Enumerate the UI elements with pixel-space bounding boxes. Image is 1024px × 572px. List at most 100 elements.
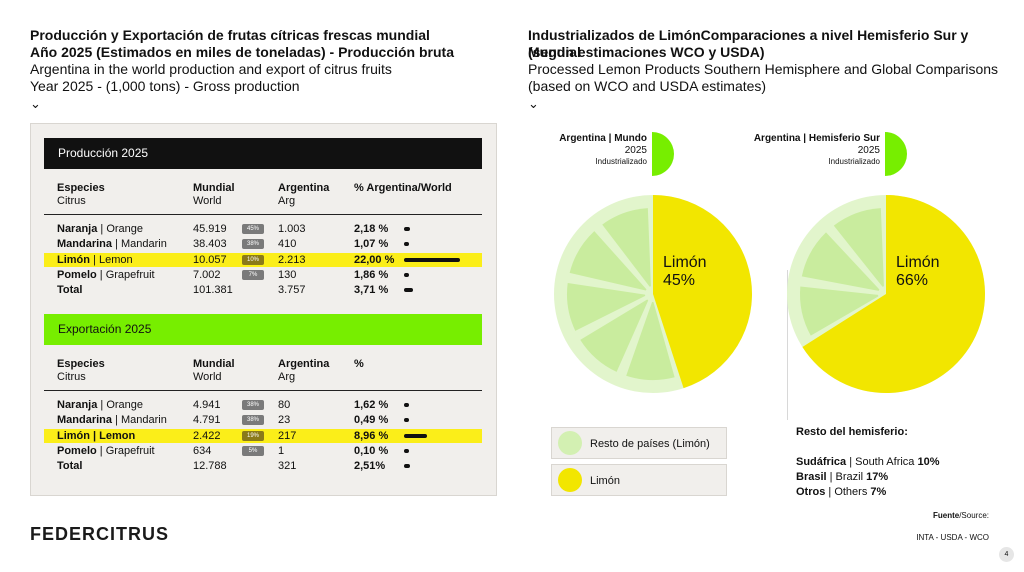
row-world-value: 38.403 — [193, 238, 227, 251]
row-arg-value: 2.213 — [278, 253, 306, 266]
production-divider — [44, 214, 482, 215]
pie1-slice-value: 45% — [663, 272, 696, 289]
share-badge: 38% — [242, 400, 264, 410]
row-arg-value: 3.757 — [278, 284, 306, 297]
production-total-row: Total 101.381 3.757 3,71 % — [44, 283, 482, 297]
table-row: Naranja | Orange 4.941 38% 80 1,62 % — [44, 398, 482, 412]
row-species: Limón | Lemon — [57, 253, 133, 266]
legend-item-rest: Resto de países (Limón) — [551, 427, 727, 459]
pie1-subtitle: Industrializado — [595, 157, 647, 166]
pie2-title: Argentina | Hemisferio Sur — [753, 133, 880, 144]
legend-rest-label: Resto de países (Limón) — [590, 438, 710, 450]
row-world-value: 10.057 — [193, 253, 227, 266]
row-pct-value: 3,71 % — [354, 284, 389, 297]
right-title-en-2: (based on WCO and USDA estimates) — [528, 78, 767, 94]
export-header-world: Mundial World — [193, 358, 235, 383]
pct-bar — [404, 288, 414, 293]
hemisphere-item: Sudáfrica | South Africa 10% — [796, 456, 940, 468]
row-arg-value: 130 — [278, 268, 297, 281]
pie-slice-rest-segment — [801, 232, 880, 291]
chevron-down-icon: ⌄ — [30, 96, 41, 111]
table-row: Mandarina | Mandarin 4.791 38% 23 0,49 % — [44, 413, 482, 427]
left-title-es-2: Año 2025 (Estimados en miles de tonelada… — [30, 44, 454, 60]
row-world-value: 634 — [193, 444, 212, 457]
row-pct-value: 1,62 % — [354, 399, 389, 411]
production-title-bar: Producción 2025 — [44, 138, 482, 169]
row-species: Naranja | Orange — [57, 399, 144, 411]
source-value: INTA - USDA - WCO — [916, 533, 989, 542]
row-world-value: 2.422 — [193, 429, 221, 442]
row-world-value: 45.919 — [193, 223, 227, 235]
production-header-pct: % Argentina/World — [354, 182, 452, 194]
production-header-world: Mundial World — [193, 182, 235, 207]
pie1-value-label: Limón 45% — [663, 254, 707, 290]
share-badge: 19% — [242, 430, 264, 441]
production-header-arg: Argentina Arg — [278, 182, 330, 207]
production-header-species: Especies Citrus — [57, 182, 105, 207]
row-arg-value: 80 — [278, 399, 291, 411]
pie2-label-block: Argentina | Hemisferio Sur 2025 Industri… — [733, 133, 880, 167]
left-title-en-2: Year 2025 - (1,000 tons) - Gross product… — [30, 78, 300, 94]
hemisphere-title: Resto del hemisferio: — [796, 426, 908, 438]
row-pct-value: 1,86 % — [354, 268, 389, 281]
row-arg-value: 23 — [278, 414, 291, 427]
row-pct-value: 22,00 % — [354, 253, 395, 266]
share-badge: 10% — [242, 254, 264, 265]
share-badge: 38% — [242, 415, 264, 426]
row-arg-value: 321 — [278, 460, 297, 473]
pct-bar — [404, 464, 411, 469]
pie-slice-lemon — [653, 195, 752, 389]
row-arg-value: 1 — [278, 444, 285, 457]
legend-lemon-swatch — [558, 468, 582, 492]
hemisphere-item: Otros | Others 7% — [796, 486, 887, 498]
share-badge: 45% — [242, 224, 264, 234]
pct-bar — [404, 257, 460, 262]
row-species: Total — [57, 284, 83, 297]
pie2-value-label: Limón 66% — [896, 254, 940, 290]
export-header-pct: % — [354, 358, 364, 370]
pie2-slice-value: 66% — [896, 272, 929, 289]
pie2-subtitle: Industrializado — [828, 157, 880, 166]
chevron-down-icon: ⌄ — [528, 96, 539, 111]
row-arg-value: 217 — [278, 429, 297, 442]
pie-slice-rest-segment — [800, 286, 879, 336]
pct-bar — [404, 448, 409, 453]
row-species: Naranja | Orange — [57, 223, 144, 235]
pie1-title: Argentina | Mundo — [559, 133, 647, 144]
left-title-en-1: Argentina in the world production and ex… — [30, 61, 392, 77]
row-world-value: 4.941 — [193, 399, 221, 411]
pie-divider-line — [787, 270, 788, 420]
pct-bar — [404, 403, 409, 407]
export-header-species: Especies Citrus — [57, 358, 105, 383]
row-world-value: 4.791 — [193, 414, 221, 427]
right-title-es-2: (segun estimaciones WCO y USDA) — [528, 44, 765, 60]
pie-slice-rest-segment — [567, 282, 646, 331]
right-title-en-1: Processed Lemon Products Southern Hemisp… — [528, 61, 999, 77]
row-pct-value: 2,51% — [354, 460, 386, 473]
row-species: Pomelo | Grapefruit — [57, 444, 155, 457]
legend-rest-swatch — [558, 431, 582, 455]
export-header-arg: Argentina Arg — [278, 358, 330, 383]
hemisphere-list: Sudáfrica | South Africa 10% Brasil | Bra… — [796, 455, 940, 500]
share-badge: 7% — [242, 269, 264, 280]
pie-chart-south-hemisphere — [787, 195, 985, 393]
row-species: Mandarina | Mandarin — [57, 414, 167, 427]
right-title-es-1: Industrializados de LimónComparaciones a… — [528, 27, 969, 60]
row-pct-value: 1,07 % — [354, 238, 389, 251]
row-world-value: 7.002 — [193, 268, 221, 281]
row-world-value: 12.788 — [193, 460, 227, 473]
legend-lemon-label: Limón — [590, 475, 620, 487]
pie-slice-rest-segment — [602, 208, 651, 287]
pie-slice-rest-segment — [580, 299, 649, 372]
pct-bar — [404, 227, 410, 231]
share-badge: 38% — [242, 239, 264, 250]
table-row: Limón | Lemon 2.422 19% 217 8,96 % — [44, 428, 482, 443]
export-divider — [44, 390, 482, 391]
pie-slice-rest-segment — [626, 301, 675, 380]
pie-chart-world — [554, 195, 752, 393]
source-label: Fuente/Source: — [932, 511, 989, 520]
row-pct-value: 0,10 % — [354, 444, 389, 457]
row-pct-value: 8,96 % — [354, 429, 389, 442]
left-title-es-1: Producción y Exportación de frutas cítri… — [30, 27, 430, 43]
pie2-slice-label: Limón — [896, 254, 940, 271]
